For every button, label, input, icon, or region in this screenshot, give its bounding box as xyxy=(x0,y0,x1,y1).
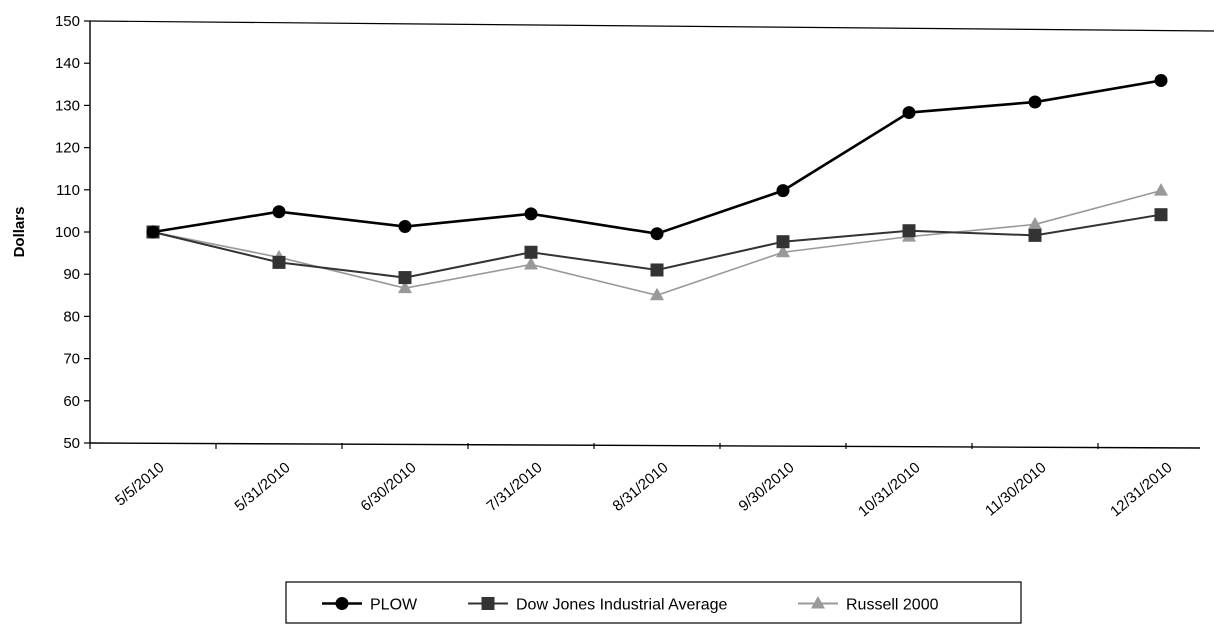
x-tick-label: 9/30/2010 xyxy=(736,459,798,515)
x-tick-label: 5/5/2010 xyxy=(112,459,168,510)
series-line-russell-2000 xyxy=(152,189,1162,297)
y-tick-label: 140 xyxy=(55,55,80,72)
y-tick-label: 130 xyxy=(55,97,80,114)
x-tick-label: 7/31/2010 xyxy=(484,459,546,515)
data-point-square xyxy=(398,271,412,285)
plot-top-border xyxy=(89,20,1214,32)
y-tick-label: 110 xyxy=(56,182,80,199)
data-point-square xyxy=(776,235,790,249)
data-point-triangle xyxy=(1028,216,1042,230)
y-tick-label: 80 xyxy=(63,308,80,325)
x-tick-label: 11/30/2010 xyxy=(982,459,1050,520)
data-point-triangle xyxy=(776,244,790,258)
series-line-plow xyxy=(152,79,1162,236)
data-point-square xyxy=(902,224,916,238)
axes xyxy=(84,20,1214,449)
data-point-circle xyxy=(650,227,664,241)
y-axis-label: Dollars xyxy=(11,207,28,258)
data-point-square xyxy=(1028,228,1042,242)
legend-box xyxy=(285,581,1022,624)
y-tick-labels: 50 60 70 80 90 100 110 120 130 140 150 xyxy=(55,13,80,452)
data-point-triangle xyxy=(524,256,538,270)
data-point-circle xyxy=(398,220,412,234)
x-tick-label: 10/31/2010 xyxy=(855,459,923,520)
x-tick-labels: 5/5/2010 5/31/2010 6/30/2010 7/31/2010 8/31/… xyxy=(112,459,1176,520)
data-point-circle xyxy=(146,225,160,239)
data-point-circle xyxy=(902,106,916,120)
data-point-square xyxy=(1154,208,1168,222)
data-point-circle xyxy=(272,205,286,219)
legend-label: Dow Jones Industrial Average xyxy=(516,597,727,614)
legend: PLOW Dow Jones Industrial Average Russell … xyxy=(285,581,1022,624)
data-point-square xyxy=(272,255,286,269)
data-point-circle xyxy=(1028,95,1042,109)
x-tick-label: 8/31/2010 xyxy=(610,459,672,515)
x-axis-line xyxy=(89,442,1201,449)
data-point-triangle xyxy=(650,287,664,301)
y-tick-label: 70 xyxy=(63,351,80,368)
data-point-triangle xyxy=(1154,183,1168,196)
y-tick-label: 60 xyxy=(63,393,80,410)
series-lines xyxy=(152,79,1162,297)
y-tick-label: 90 xyxy=(63,266,80,283)
data-point-triangle xyxy=(398,280,412,294)
legend-marker-square xyxy=(481,597,495,610)
data-point-circle xyxy=(524,207,538,221)
legend-marker-circle xyxy=(335,597,349,610)
x-tick-label: 12/31/2010 xyxy=(1107,459,1175,520)
x-tick-label: 6/30/2010 xyxy=(358,459,420,515)
y-tick-label: 100 xyxy=(55,224,80,241)
series-markers xyxy=(146,74,1168,301)
x-tick-label: 5/31/2010 xyxy=(232,459,294,515)
legend-label: Russell 2000 xyxy=(846,597,939,614)
data-point-circle xyxy=(776,184,790,198)
y-tick-label: 50 xyxy=(63,435,80,452)
data-point-circle xyxy=(1154,74,1168,88)
legend-label: PLOW xyxy=(370,597,418,614)
legend-marker-triangle xyxy=(811,596,825,609)
y-tick-label: 120 xyxy=(55,140,80,157)
data-point-square xyxy=(524,245,538,259)
y-tick-label: 150 xyxy=(55,13,80,30)
data-point-square xyxy=(650,263,664,277)
